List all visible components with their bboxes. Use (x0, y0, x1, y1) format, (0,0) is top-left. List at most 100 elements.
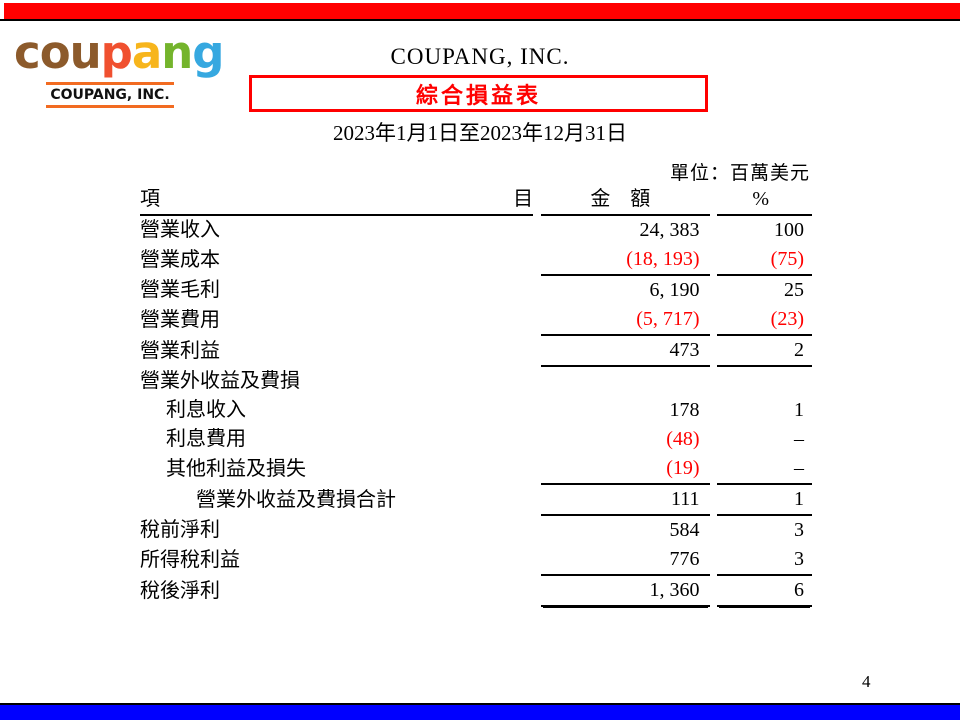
table-row: 稅前淨利 584 3 (140, 515, 812, 545)
top-divider-line (0, 19, 960, 21)
table-header-row: 項 目 金 額 % (140, 185, 812, 216)
column-header-percent: % (717, 185, 812, 216)
row-spacer-2 (710, 454, 718, 484)
row-spacer-2 (710, 275, 718, 305)
table-row: 利息收入 178 1 (140, 396, 812, 425)
row-amount: 776 (541, 545, 710, 576)
row-label: 營業外收益及費損 (140, 370, 300, 392)
row-percent: (75) (717, 245, 812, 276)
top-accent-bar-fill (4, 3, 960, 19)
row-amount: (48) (666, 428, 700, 450)
row-label: 營業成本 (140, 249, 220, 271)
row-spacer-2 (710, 245, 718, 275)
row-spacer-2 (710, 335, 718, 366)
row-amount (541, 366, 709, 396)
row-spacer (533, 454, 541, 484)
column-spacer-2 (710, 185, 718, 215)
row-spacer (533, 335, 541, 366)
table-row: 營業外收益及費損合計 111 1 (140, 484, 812, 516)
table-row: 營業成本 (18, 193) (75) (140, 245, 812, 276)
row-percent: 6 (717, 575, 812, 607)
logo-letter-c: c (14, 26, 41, 79)
logo-letter-n: n (161, 26, 193, 79)
row-amount: 1, 360 (541, 575, 710, 607)
income-statement-table: 項 目 金 額 % 營業收入 24, 383 100 營業成本 (18, 193) (75… (140, 185, 812, 607)
row-spacer-2 (710, 425, 718, 454)
row-spacer (533, 305, 541, 335)
table-header: 項 目 金 額 % (140, 185, 812, 216)
row-spacer-2 (710, 366, 718, 396)
column-header-item: 項 目 (140, 185, 534, 216)
report-title-box: 綜合損益表 (249, 75, 708, 112)
row-spacer (533, 396, 541, 425)
table-body: 營業收入 24, 383 100 營業成本 (18, 193) (75) 營業毛利 6, 19… (140, 215, 812, 607)
logo-subtitle-bar: COUPANG, INC. (46, 82, 174, 108)
table-row: 營業毛利 6, 190 25 (140, 275, 812, 305)
row-percent: 1 (717, 484, 812, 516)
row-spacer (533, 484, 541, 515)
row-percent: (23) (717, 305, 812, 336)
row-percent: 3 (717, 545, 812, 576)
row-label: 營業費用 (140, 309, 220, 331)
column-header-amount: 金 額 (541, 185, 710, 216)
logo-letter-u: u (69, 26, 102, 79)
row-label: 利息收入 (166, 399, 246, 421)
row-percent: 25 (784, 279, 804, 301)
row-spacer (533, 575, 541, 606)
row-percent: – (794, 428, 804, 450)
row-label: 稅前淨利 (140, 519, 220, 541)
coupang-logo: coupang COUPANG, INC. (14, 26, 225, 108)
row-percent: 3 (794, 519, 804, 541)
table-row: 所得稅利益 776 3 (140, 545, 812, 576)
row-spacer-2 (710, 396, 718, 425)
row-amount: (18, 193) (541, 245, 710, 276)
row-spacer-2 (710, 484, 718, 515)
row-amount: 584 (669, 519, 700, 541)
row-spacer (533, 425, 541, 454)
coupang-wordmark: coupang (14, 26, 225, 79)
company-name: COUPANG, INC. (390, 44, 570, 69)
logo-subtitle-text: COUPANG, INC. (50, 87, 170, 103)
row-label: 營業毛利 (140, 279, 220, 301)
row-percent (717, 366, 812, 396)
column-header-item-left: 項 (140, 188, 160, 210)
row-label: 營業利益 (140, 340, 220, 362)
logo-letter-g: g (192, 26, 224, 79)
row-spacer (533, 275, 541, 305)
column-spacer (533, 185, 541, 215)
table-row: 營業外收益及費損 (140, 366, 812, 396)
table-row: 利息費用 (48) – (140, 425, 812, 454)
row-spacer-2 (710, 305, 718, 335)
logo-letter-a: a (131, 26, 162, 79)
row-percent: 100 (774, 219, 804, 241)
table-row: 營業利益 473 2 (140, 335, 812, 367)
row-spacer (533, 515, 541, 545)
table-row: 其他利益及損失 (19) – (140, 454, 812, 485)
table-row: 營業收入 24, 383 100 (140, 215, 812, 245)
row-label: 其他利益及損失 (166, 458, 306, 480)
row-spacer (533, 245, 541, 275)
row-spacer-2 (710, 545, 718, 575)
row-amount: 6, 190 (649, 279, 700, 301)
top-accent-bar (4, 3, 960, 19)
page-number: 4 (862, 672, 871, 691)
logo-letter-o: o (39, 26, 71, 79)
row-spacer-2 (710, 215, 718, 245)
row-spacer (533, 366, 541, 396)
row-amount: 111 (541, 484, 710, 516)
row-label: 稅後淨利 (140, 580, 220, 602)
table-row: 營業費用 (5, 717) (23) (140, 305, 812, 336)
row-label: 所得稅利益 (140, 549, 240, 571)
logo-letter-p: p (100, 26, 133, 79)
row-amount: 178 (669, 399, 700, 421)
row-label: 營業收入 (140, 219, 220, 241)
row-label: 營業外收益及費損合計 (196, 489, 396, 511)
row-spacer-2 (710, 575, 718, 606)
row-percent: – (717, 454, 812, 485)
row-spacer (533, 545, 541, 575)
report-title: 綜合損益表 (415, 82, 541, 108)
report-period: 2023年1月1日至2023年12月31日 (333, 121, 627, 145)
row-label: 利息費用 (166, 428, 246, 450)
row-spacer-2 (710, 515, 718, 545)
row-amount: 473 (541, 335, 710, 367)
